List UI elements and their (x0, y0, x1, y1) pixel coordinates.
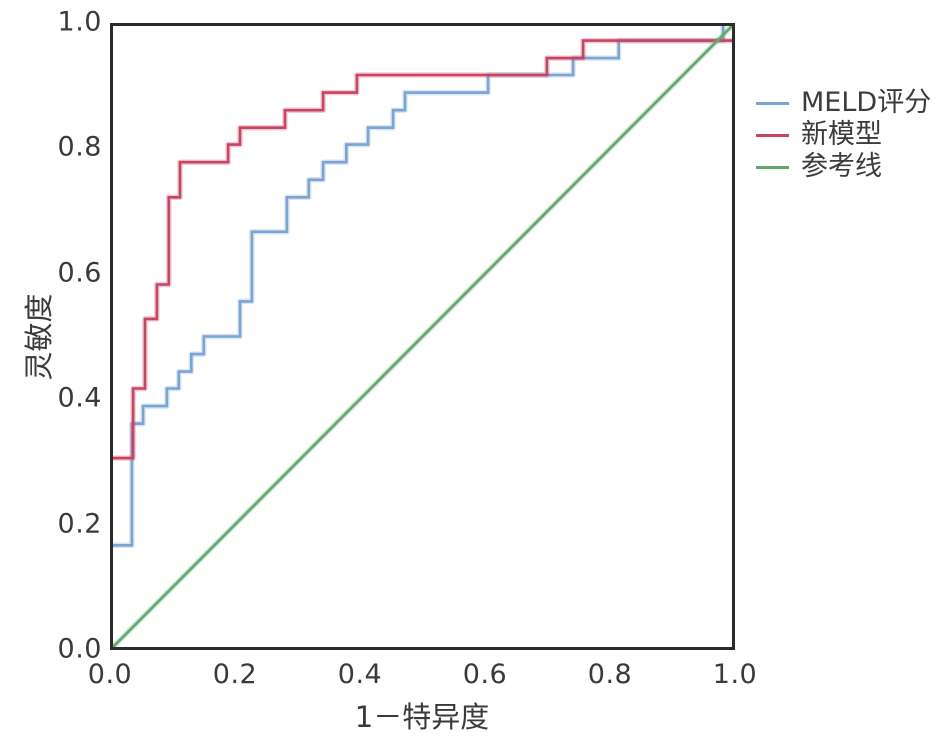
y-tick-label-0.0: 0.0 (57, 633, 102, 665)
legend-swatch-icon (756, 165, 789, 169)
legend-label: 参考线 (801, 151, 882, 182)
legend-swatch-icon (756, 101, 789, 105)
y-axis-label: 灵敏度 (22, 293, 56, 381)
plot-border (110, 23, 735, 650)
legend-swatch-icon (756, 133, 789, 137)
x-tick-label-0.0: 0.0 (87, 659, 133, 690)
series-line-2 (110, 23, 735, 650)
legend-label: MELD评分 (801, 87, 932, 118)
y-tick-label-1.0: 1.0 (57, 6, 102, 38)
legend-item-0: MELD评分 (756, 87, 931, 119)
legend-item-2: 参考线 (756, 151, 931, 183)
series-line-1 (110, 23, 735, 650)
y-tick-label-0.4: 0.4 (57, 382, 102, 414)
plot-area (110, 23, 735, 650)
y-tick-label-0.8: 0.8 (57, 131, 102, 163)
roc-curves (110, 23, 735, 650)
x-tick-label-1.0: 1.0 (712, 659, 758, 690)
x-tick-label-0.4: 0.4 (337, 659, 383, 690)
x-tick-label-0.2: 0.2 (212, 659, 258, 690)
legend-item-1: 新模型 (756, 119, 931, 151)
legend: MELD评分 新模型 参考线 (756, 87, 931, 183)
x-axis-label: 1－特异度 (354, 700, 490, 734)
x-tick-label-0.6: 0.6 (462, 659, 508, 690)
legend-label: 新模型 (801, 119, 882, 150)
y-tick-label-0.2: 0.2 (57, 507, 102, 539)
y-tick-label-0.6: 0.6 (57, 257, 102, 289)
x-tick-label-0.8: 0.8 (587, 659, 633, 690)
